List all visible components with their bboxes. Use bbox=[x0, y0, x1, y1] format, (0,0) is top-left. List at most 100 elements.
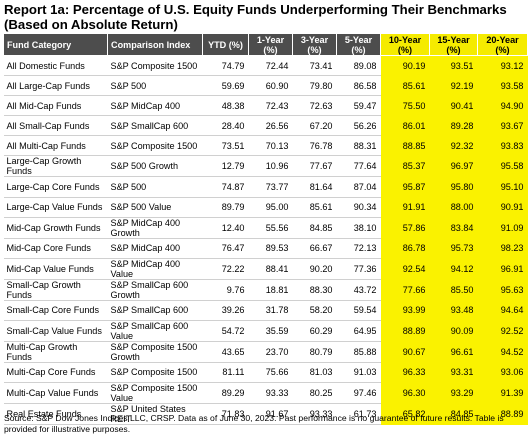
cell-3-year: 81.64 bbox=[292, 176, 337, 198]
cell-fund-category: Multi-Cap Growth Funds bbox=[3, 341, 108, 363]
cell-1-year: 72.44 bbox=[248, 55, 293, 77]
cell-20-year: 96.91 bbox=[477, 258, 528, 280]
cell-15-year: 93.51 bbox=[429, 55, 478, 77]
cell-10-year: 88.85 bbox=[380, 135, 430, 157]
cell-ytd: 76.47 bbox=[202, 238, 249, 259]
cell-15-year: 93.29 bbox=[429, 382, 478, 404]
cell-comparison-index: S&P SmallCap 600 bbox=[107, 115, 203, 137]
cell-3-year: 76.78 bbox=[292, 135, 337, 157]
cell-5-year: 38.10 bbox=[336, 217, 381, 239]
cell-10-year: 77.66 bbox=[380, 279, 430, 301]
header-10-year: 10-Year (%) bbox=[380, 33, 430, 56]
table-row: Mid-Cap Core Funds S&P MidCap 400 76.47 89.… bbox=[3, 238, 528, 259]
cell-10-year: 91.91 bbox=[380, 197, 430, 218]
cell-ytd: 59.69 bbox=[202, 75, 249, 97]
cell-comparison-index: S&P Composite 1500 bbox=[107, 362, 203, 383]
cell-ytd: 43.65 bbox=[202, 341, 249, 363]
cell-3-year: 80.25 bbox=[292, 382, 337, 404]
table-row: Large-Cap Core Funds S&P 500 74.87 73.77 81.… bbox=[3, 176, 528, 198]
cell-10-year: 90.19 bbox=[380, 55, 430, 77]
cell-1-year: 10.96 bbox=[248, 155, 293, 178]
cell-5-year: 77.64 bbox=[336, 155, 381, 178]
cell-5-year: 91.03 bbox=[336, 362, 381, 383]
cell-15-year: 85.50 bbox=[429, 279, 478, 301]
cell-comparison-index: S&P SmallCap 600 bbox=[107, 300, 203, 321]
table-row: Small-Cap Value Funds S&P SmallCap 600 Va… bbox=[3, 320, 528, 342]
table-row: Mid-Cap Value Funds S&P MidCap 400 Value 7… bbox=[3, 258, 528, 280]
cell-3-year: 88.30 bbox=[292, 279, 337, 301]
cell-comparison-index: S&P Composite 1500 Value bbox=[107, 382, 203, 404]
report-title: Report 1a: Percentage of U.S. Equity Fun… bbox=[4, 2, 526, 32]
cell-5-year: 77.36 bbox=[336, 258, 381, 280]
cell-fund-category: Small-Cap Growth Funds bbox=[3, 279, 108, 301]
cell-15-year: 92.32 bbox=[429, 135, 478, 157]
cell-ytd: 12.40 bbox=[202, 217, 249, 239]
cell-20-year: 94.64 bbox=[477, 300, 528, 321]
cell-ytd: 73.51 bbox=[202, 135, 249, 157]
cell-fund-category: All Mid-Cap Funds bbox=[3, 95, 108, 117]
cell-10-year: 86.78 bbox=[380, 238, 430, 259]
cell-15-year: 92.19 bbox=[429, 75, 478, 97]
cell-3-year: 81.03 bbox=[292, 362, 337, 383]
table-header-row: Fund Category Comparison Index YTD (%) 1… bbox=[3, 33, 528, 56]
cell-fund-category: Large-Cap Growth Funds bbox=[3, 155, 108, 178]
cell-20-year: 91.09 bbox=[477, 217, 528, 239]
header-3-year: 3-Year (%) bbox=[292, 33, 337, 56]
cell-ytd: 74.87 bbox=[202, 176, 249, 198]
cell-15-year: 95.80 bbox=[429, 176, 478, 198]
cell-20-year: 93.67 bbox=[477, 115, 528, 137]
cell-20-year: 98.23 bbox=[477, 238, 528, 259]
cell-comparison-index: S&P Composite 1500 bbox=[107, 55, 203, 77]
header-20-year: 20-Year (%) bbox=[477, 33, 528, 56]
cell-fund-category: All Small-Cap Funds bbox=[3, 115, 108, 137]
cell-5-year: 56.26 bbox=[336, 115, 381, 137]
cell-comparison-index: S&P 500 Growth bbox=[107, 155, 203, 178]
cell-3-year: 66.67 bbox=[292, 238, 337, 259]
source-footnote: Source: S&P Dow Jones Indices LLC, CRSP.… bbox=[4, 413, 504, 434]
table-row: All Domestic Funds S&P Composite 1500 74.7… bbox=[3, 55, 528, 77]
cell-comparison-index: S&P MidCap 400 bbox=[107, 238, 203, 259]
table-row: Large-Cap Value Funds S&P 500 Value 89.79 9… bbox=[3, 197, 528, 218]
cell-15-year: 94.12 bbox=[429, 258, 478, 280]
cell-ytd: 71.83 bbox=[202, 403, 249, 425]
cell-20-year: 93.12 bbox=[477, 55, 528, 77]
cell-10-year: 93.99 bbox=[380, 300, 430, 321]
cell-3-year: 79.80 bbox=[292, 75, 337, 97]
cell-fund-category: Multi-Cap Value Funds bbox=[3, 382, 108, 404]
cell-3-year: 93.33 bbox=[292, 403, 337, 425]
cell-5-year: 59.54 bbox=[336, 300, 381, 321]
cell-ytd: 81.11 bbox=[202, 362, 249, 383]
cell-5-year: 88.31 bbox=[336, 135, 381, 157]
cell-5-year: 87.04 bbox=[336, 176, 381, 198]
cell-20-year: 93.06 bbox=[477, 362, 528, 383]
table-row: Multi-Cap Value Funds S&P Composite 1500 … bbox=[3, 382, 528, 404]
cell-5-year: 43.72 bbox=[336, 279, 381, 301]
cell-20-year: 95.63 bbox=[477, 279, 528, 301]
cell-5-year: 97.46 bbox=[336, 382, 381, 404]
cell-15-year: 88.00 bbox=[429, 197, 478, 218]
table-row: All Small-Cap Funds S&P SmallCap 600 28.40… bbox=[3, 115, 528, 137]
cell-comparison-index: S&P Composite 1500 bbox=[107, 135, 203, 157]
cell-20-year: 94.90 bbox=[477, 95, 528, 117]
header-5-year: 5-Year (%) bbox=[336, 33, 381, 56]
cell-10-year: 65.82 bbox=[380, 403, 430, 425]
cell-ytd: 89.29 bbox=[202, 382, 249, 404]
cell-fund-category: All Multi-Cap Funds bbox=[3, 135, 108, 157]
cell-10-year: 90.67 bbox=[380, 341, 430, 363]
cell-comparison-index: S&P MidCap 400 Growth bbox=[107, 217, 203, 239]
cell-1-year: 95.00 bbox=[248, 197, 293, 218]
cell-10-year: 95.87 bbox=[380, 176, 430, 198]
cell-1-year: 72.43 bbox=[248, 95, 293, 117]
cell-fund-category: Real Estate Funds bbox=[3, 403, 108, 425]
cell-ytd: 72.22 bbox=[202, 258, 249, 280]
cell-3-year: 77.67 bbox=[292, 155, 337, 178]
report-title-line-2: (Based on Absolute Return) bbox=[4, 17, 178, 32]
cell-5-year: 59.47 bbox=[336, 95, 381, 117]
cell-ytd: 28.40 bbox=[202, 115, 249, 137]
table-row: All Mid-Cap Funds S&P MidCap 400 48.38 72.4… bbox=[3, 95, 528, 117]
cell-comparison-index: S&P Composite 1500 Growth bbox=[107, 341, 203, 363]
cell-ytd: 12.79 bbox=[202, 155, 249, 178]
table-row: Multi-Cap Core Funds S&P Composite 1500 81… bbox=[3, 362, 528, 383]
cell-1-year: 26.56 bbox=[248, 115, 293, 137]
cell-3-year: 80.79 bbox=[292, 341, 337, 363]
